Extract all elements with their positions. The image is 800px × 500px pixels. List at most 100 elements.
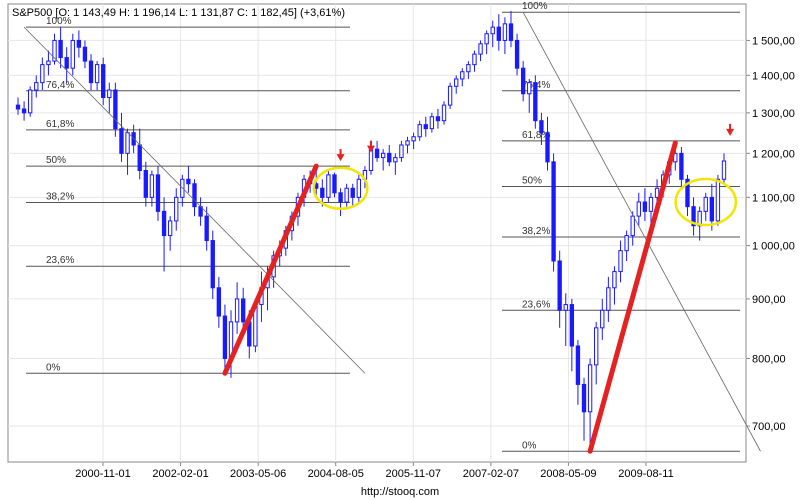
candle (70, 33, 75, 76)
grid (8, 4, 746, 462)
x-tick-label: 2008-05-09 (540, 468, 596, 480)
y-tick-label: 1 300,00 (752, 108, 795, 120)
candle (210, 230, 215, 299)
candle (441, 101, 447, 125)
candle-down-body (685, 178, 690, 208)
x-tick-label: 2000-11-01 (75, 468, 130, 480)
candle-up-body (721, 160, 727, 180)
plot-frame (7, 3, 747, 463)
candle-up-body (594, 327, 599, 366)
candle (514, 33, 520, 76)
down-arrow-icon (367, 140, 375, 153)
trend-line (587, 140, 678, 454)
candle-up-body (46, 60, 51, 66)
candle-up-body (490, 26, 495, 35)
candle (40, 57, 45, 91)
candle (411, 132, 416, 150)
candle-down-body (679, 152, 684, 180)
candle-up-body (454, 78, 459, 87)
fib-level-label: 38,2% (46, 191, 74, 202)
candle (466, 61, 471, 79)
candle (186, 166, 191, 193)
candle-up-body (393, 157, 398, 163)
fib-level-label: 23,6% (46, 255, 74, 266)
candle-up-body (27, 89, 33, 114)
candle-up-body (125, 132, 130, 154)
candle (119, 112, 124, 162)
candle (527, 78, 532, 113)
candle-down-body (320, 187, 325, 198)
candle (490, 20, 495, 48)
candle (94, 61, 100, 91)
candle-down-body (581, 383, 587, 413)
x-tick-label: 2007-02-07 (463, 468, 519, 480)
candle (496, 14, 501, 51)
candle (484, 30, 489, 55)
y-tick-label: 1 100,00 (752, 192, 795, 204)
candle (624, 230, 629, 262)
candle-up-body (380, 152, 386, 159)
candle (460, 68, 465, 87)
candle (143, 161, 148, 207)
y-tick-label: 1 500,00 (752, 35, 795, 47)
candle-up-body (654, 187, 660, 198)
candle-up-body (502, 23, 508, 41)
candle-down-body (642, 201, 648, 212)
highlight-ellipse (674, 177, 738, 227)
fib-level-label: 76,4% (46, 80, 74, 91)
candle (374, 140, 380, 162)
candle-up-body (460, 71, 465, 80)
fib-level-label: 23,6% (522, 299, 550, 310)
candle (557, 250, 562, 328)
candle-down-body (387, 152, 392, 163)
candle (350, 183, 355, 207)
candle-up-body (618, 250, 623, 273)
y-tick-label: 1 200,00 (752, 148, 795, 160)
candle-down-body (64, 57, 69, 69)
candle (642, 188, 648, 221)
candle-up-body (344, 187, 349, 203)
candle-up-body (478, 43, 483, 55)
candle-up-body (715, 178, 721, 222)
fib-level-label: 50% (522, 175, 542, 186)
candle (472, 50, 477, 72)
fib-level-label: 0% (522, 440, 537, 451)
quote-header: S&P500 [O: 1 143,49 H: 1 196,14 L: 1 131… (12, 7, 345, 19)
candle-up-body (149, 174, 155, 198)
candle-up-body (600, 309, 605, 329)
candle-down-body (210, 240, 215, 289)
candle (520, 61, 526, 102)
candle-down-body (204, 215, 209, 242)
candle-down-body (569, 304, 575, 347)
candle (326, 170, 331, 202)
candle (606, 276, 611, 322)
candle-down-body (161, 210, 167, 237)
candle-up-body (70, 39, 75, 69)
candle (533, 75, 538, 129)
candle (539, 112, 544, 145)
candle (691, 197, 696, 236)
candle-up-body (34, 82, 39, 91)
fib-level-label: 100% (522, 1, 548, 12)
candle (204, 206, 209, 251)
candle-up-body (612, 271, 617, 289)
candle-down-body (691, 206, 696, 227)
candle (563, 293, 568, 347)
source-link[interactable]: http://stooq.com (361, 486, 439, 498)
candle-up-body (167, 220, 173, 237)
y-axis: 700,00 800,00 900,00 1 000,00 1 100,00 1 200,… (746, 35, 795, 433)
candle-up-body (174, 196, 179, 222)
candle-down-body (539, 120, 544, 134)
candle (399, 140, 404, 162)
candle-down-body (520, 67, 526, 95)
candle-up-body (466, 64, 471, 73)
candle (715, 174, 721, 226)
candle-up-body (624, 235, 629, 252)
candle (393, 153, 398, 175)
candle-down-body (557, 260, 562, 311)
candle (34, 75, 39, 98)
candle-down-body (545, 132, 550, 163)
candle-down-body (241, 298, 246, 323)
candle-down-body (76, 39, 82, 48)
candle (709, 183, 715, 231)
